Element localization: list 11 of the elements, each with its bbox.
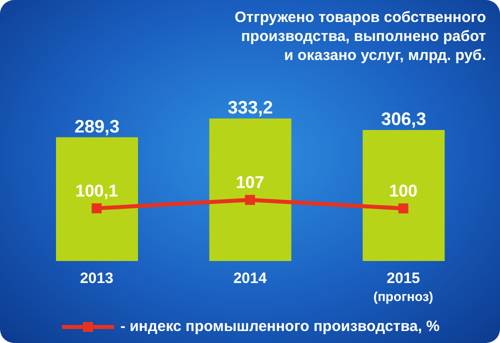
data-label: 333,2 <box>228 98 273 118</box>
legend-label: - индекс промышленного производства, % <box>120 318 440 335</box>
data-label: 100 <box>389 181 418 200</box>
chart-title: Отгружено товаров собственного производства, выполнено работ и оказано услуг, млрд. руб. <box>234 8 486 65</box>
x-tick-label: 2015 (прогноз) <box>373 270 434 304</box>
x-tick-label: 2013 <box>80 270 114 287</box>
data-label: 107 <box>236 172 264 192</box>
data-label: 289,3 <box>74 116 120 136</box>
data-label: 100,1 <box>75 181 118 200</box>
x-tick-label: 2014 <box>233 270 268 287</box>
data-label: 306,3 <box>381 109 426 130</box>
